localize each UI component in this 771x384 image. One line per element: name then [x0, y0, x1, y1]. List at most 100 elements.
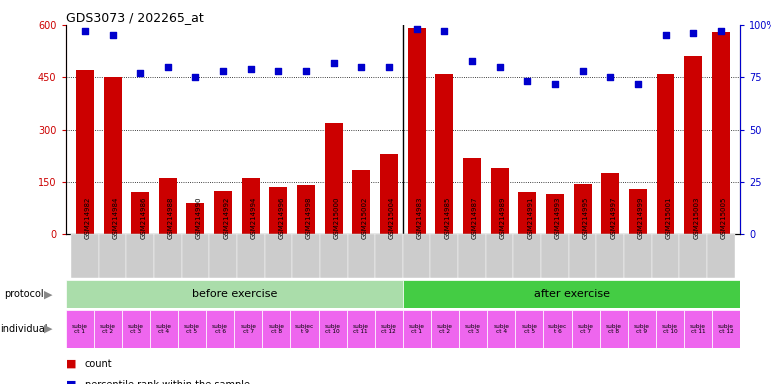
Bar [71, 234, 99, 278]
Bar [707, 234, 735, 278]
Point [355, 64, 368, 70]
Text: protocol: protocol [4, 289, 43, 299]
Text: subje
ct 6: subje ct 6 [212, 324, 228, 334]
Text: ■: ■ [66, 359, 76, 369]
Bar [544, 310, 571, 348]
Point [79, 28, 91, 34]
Bar [402, 280, 740, 308]
Text: subje
ct 12: subje ct 12 [718, 324, 734, 334]
Bar [624, 234, 651, 278]
Text: count: count [85, 359, 113, 369]
Text: GSM214989: GSM214989 [500, 196, 506, 239]
Bar [348, 234, 375, 278]
Point [244, 66, 257, 72]
Point [272, 68, 284, 74]
Point [521, 78, 534, 84]
Bar [297, 185, 315, 234]
Text: subjec
t 9: subjec t 9 [295, 324, 314, 334]
Text: subje
ct 5: subje ct 5 [521, 324, 537, 334]
Bar [264, 234, 292, 278]
Bar [242, 179, 260, 234]
Bar [571, 310, 600, 348]
Bar [178, 310, 206, 348]
Text: GSM214994: GSM214994 [251, 196, 257, 239]
Text: subje
ct 12: subje ct 12 [381, 324, 397, 334]
Text: subje
ct 1: subje ct 1 [409, 324, 425, 334]
Bar [402, 234, 430, 278]
Bar [262, 310, 291, 348]
Text: GSM214987: GSM214987 [472, 196, 478, 239]
Text: GSM214984: GSM214984 [113, 196, 119, 239]
Bar [712, 310, 740, 348]
Text: ▶: ▶ [43, 289, 52, 299]
Point [577, 68, 589, 74]
Bar [320, 234, 348, 278]
Point [106, 32, 119, 38]
Bar [187, 203, 204, 234]
Text: GSM214992: GSM214992 [223, 196, 229, 239]
Text: GSM214993: GSM214993 [555, 196, 561, 239]
Point [134, 70, 146, 76]
Text: before exercise: before exercise [191, 289, 277, 299]
Text: subje
ct 7: subje ct 7 [241, 324, 256, 334]
Point [604, 74, 616, 80]
Text: GSM214997: GSM214997 [610, 196, 616, 239]
Bar [459, 310, 487, 348]
Text: subje
ct 2: subje ct 2 [437, 324, 453, 334]
Point [715, 28, 727, 34]
Text: GSM214998: GSM214998 [306, 196, 312, 239]
Bar [209, 234, 237, 278]
Point [328, 60, 340, 66]
Text: GSM214995: GSM214995 [583, 196, 588, 239]
Bar [150, 310, 178, 348]
Bar [154, 234, 182, 278]
Bar [518, 192, 537, 234]
Bar [93, 310, 122, 348]
Text: GSM214991: GSM214991 [527, 196, 534, 239]
Text: subje
ct 2: subje ct 2 [99, 324, 116, 334]
Bar [628, 310, 656, 348]
Point [300, 68, 312, 74]
Bar [131, 192, 149, 234]
Text: subjec
t 6: subjec t 6 [548, 324, 567, 334]
Text: subje
ct 10: subje ct 10 [325, 324, 341, 334]
Bar [375, 234, 402, 278]
Text: GSM214986: GSM214986 [140, 196, 146, 239]
Bar [214, 190, 232, 234]
Bar [546, 194, 564, 234]
Text: GSM214999: GSM214999 [638, 196, 644, 239]
Bar [458, 234, 486, 278]
Bar [66, 280, 402, 308]
Text: percentile rank within the sample: percentile rank within the sample [85, 380, 250, 384]
Text: GSM215002: GSM215002 [362, 196, 367, 239]
Text: GSM215003: GSM215003 [693, 196, 699, 239]
Bar [347, 310, 375, 348]
Text: subje
ct 9: subje ct 9 [634, 324, 650, 334]
Bar [490, 168, 509, 234]
Point [493, 64, 506, 70]
Point [410, 26, 423, 32]
Text: GSM215005: GSM215005 [721, 196, 727, 239]
Bar [463, 157, 481, 234]
Bar [656, 310, 684, 348]
Bar [291, 310, 318, 348]
Text: subje
ct 3: subje ct 3 [128, 324, 144, 334]
Text: subje
ct 11: subje ct 11 [352, 324, 369, 334]
Bar [487, 310, 515, 348]
Point [162, 64, 174, 70]
Bar [431, 310, 459, 348]
Text: GSM214996: GSM214996 [278, 196, 284, 239]
Point [631, 81, 644, 87]
Text: GSM215000: GSM215000 [334, 196, 340, 239]
Bar [402, 310, 431, 348]
Text: subje
ct 8: subje ct 8 [268, 324, 284, 334]
Bar [684, 56, 702, 234]
Bar [103, 77, 122, 234]
Text: ▶: ▶ [43, 324, 52, 334]
Bar [430, 234, 458, 278]
Text: subje
ct 1: subje ct 1 [72, 324, 88, 334]
Bar [269, 187, 288, 234]
Bar [712, 32, 730, 234]
Bar [574, 184, 591, 234]
Bar [657, 74, 675, 234]
